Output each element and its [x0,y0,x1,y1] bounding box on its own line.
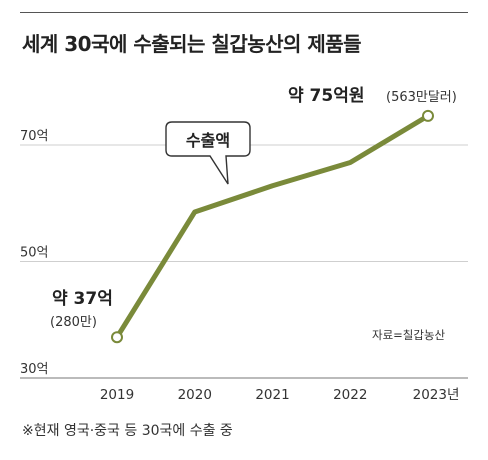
source-label: 자료=칠갑농산 [372,328,446,342]
start-value-label: 약 37억 [52,288,113,309]
x-tick-label: 2020 [178,387,212,403]
footnote: ※현재 영국·중국 등 30국에 수출 중 [22,423,233,439]
y-tick-label: 70억 [20,129,49,144]
y-tick-label: 30억 [20,362,49,377]
x-tick-label: 2022 [333,387,367,403]
series-line [114,113,431,340]
start-value-sublabel: (280만) [50,315,97,330]
x-tick-label: 2019 [100,387,134,403]
top-rule [20,12,468,13]
x-tick-label: 2021 [255,387,289,403]
end-value-sublabel: (563만달러) [386,90,457,105]
end-value-label: 약 75억원 [288,85,365,106]
chart-title: 세계 30국에 수출되는 칠갑농산의 제품들 [22,32,362,56]
callout-label: 수출액 [186,131,230,150]
y-tick-label: 50억 [20,246,49,261]
data-point-marker [111,331,123,344]
callout-bubble: 수출액 [165,121,251,185]
x-tick-label: 2023년 [413,387,460,403]
data-point-marker [422,109,434,122]
